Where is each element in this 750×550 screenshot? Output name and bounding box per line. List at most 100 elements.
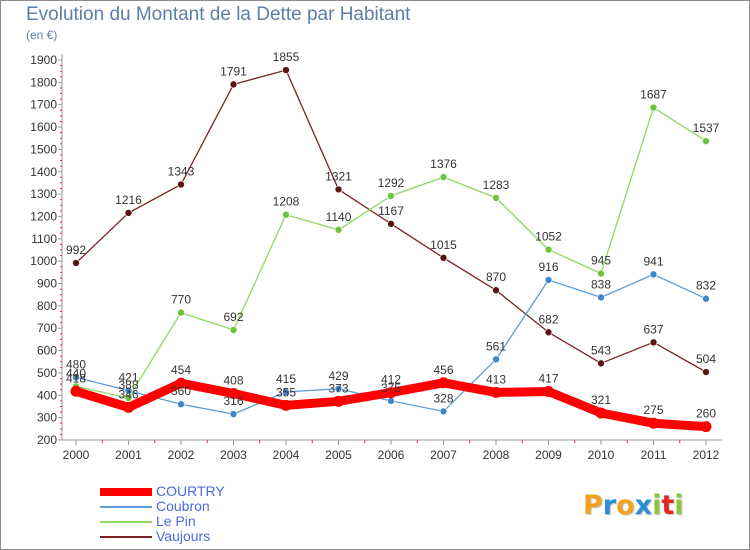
data-point-courtry [228,388,239,400]
data-point-coubron [334,385,343,393]
logo-letter: o [616,490,635,521]
data-label-coubron: 561 [486,339,506,353]
data-point-courtry [595,407,607,419]
data-label-coubron: 838 [591,277,611,291]
data-label-courtry: 275 [643,403,663,417]
data-point-coubron [387,397,395,405]
x-tick-label: 2006 [378,448,405,462]
data-label-le-pin: 692 [223,310,243,324]
data-point-courtry [490,386,502,398]
data-point-courtry [438,377,449,389]
data-label-le-pin: 1140 [326,210,352,224]
data-point-courtry [175,377,187,389]
data-point-le-pin [439,173,448,181]
data-label-courtry: 413 [486,372,506,386]
data-label-vaujours: 1343 [168,165,195,179]
data-point-le-pin [124,394,133,402]
data-point-vaujours [177,180,185,189]
data-point-coubron [72,373,80,382]
data-point-vaujours [387,220,395,228]
data-label-le-pin: 1687 [640,88,667,102]
y-tick-label: 500 [37,366,57,380]
data-point-coubron [702,294,710,303]
data-label-coubron: 429 [328,369,348,383]
data-label-courtry: 408 [223,374,243,388]
chart-data-labels: 992 1216 1343 1791 1855 1321 1167 1015 870 682 543… [66,50,720,421]
x-tick-label: 2004 [273,448,300,462]
legend-label: Coubron [156,498,210,514]
data-label-le-pin: 1537 [693,121,720,135]
data-point-courtry [543,385,554,397]
x-tick-label: 2005 [325,448,352,462]
data-label-coubron: 941 [643,254,663,268]
x-tick-label: 2011 [641,448,667,462]
data-point-le-pin [702,137,710,145]
legend-label: Le Pin [156,513,196,529]
y-tick-label: 900 [37,277,57,291]
data-label-vaujours: 1216 [115,193,142,207]
data-label-vaujours: 1167 [378,204,404,218]
data-point-courtry [385,387,397,399]
data-label-coubron: 480 [66,357,86,371]
data-point-le-pin [544,245,553,254]
legend-item-courtry: COURTRY [100,484,300,499]
data-label-courtry: 373 [328,381,348,395]
data-point-le-pin [334,226,343,234]
legend-label: COURTRY [156,483,225,499]
series-line-le-pin [75,106,707,399]
legend-item-le-pin: Le Pin [100,514,300,529]
data-label-coubron: 415 [276,372,296,386]
data-label-le-pin: 388 [118,378,138,392]
x-tick-label: 2000 [63,448,90,462]
y-tick-label: 1100 [31,232,57,246]
y-tick-label: 1400 [30,165,57,179]
data-label-le-pin: 1283 [483,178,510,192]
data-label-le-pin: 945 [591,253,611,267]
data-point-vaujours [544,328,553,337]
legend-item-vaujours: Vaujours [100,529,300,544]
data-label-coubron: 328 [433,391,453,405]
data-label-courtry: 412 [381,373,401,387]
data-point-le-pin [649,103,658,112]
legend-label: Vaujours [156,528,211,544]
data-point-le-pin [597,269,605,278]
data-label-coubron: 916 [538,260,558,274]
x-tick-label: 2003 [220,448,247,462]
data-label-vaujours: 1791 [220,64,247,78]
data-label-coubron: 421 [118,371,138,385]
legend-swatch [100,521,152,523]
x-tick-label: 2010 [588,448,615,462]
y-tick-label: 1800 [30,75,57,89]
data-point-vaujours [72,259,80,267]
logo-letter: P [583,490,603,521]
data-point-le-pin [177,308,185,317]
data-point-vaujours [282,66,290,74]
data-point-courtry [123,401,134,413]
x-tick-label: 2008 [483,448,510,462]
y-tick-label: 400 [37,388,57,402]
y-tick-label: 200 [37,433,57,447]
x-tick-label: 2002 [168,448,195,462]
data-point-courtry [700,421,712,433]
data-label-le-pin: 440 [66,366,86,380]
data-label-courtry: 355 [276,385,296,399]
data-point-coubron [649,270,658,279]
data-point-courtry [70,385,82,397]
data-label-vaujours: 1015 [430,238,457,252]
legend-swatch [100,506,152,508]
data-label-vaujours: 1321 [325,169,352,183]
legend-item-coubron: Coubron [100,499,300,514]
logo-letter: i [674,490,684,521]
data-point-coubron [229,410,238,418]
data-label-le-pin: 1052 [535,230,562,244]
data-label-le-pin: 1376 [430,157,457,171]
data-label-vaujours: 1855 [273,50,300,64]
data-label-coubron: 375 [381,381,401,395]
y-tick-label: 300 [37,411,57,425]
data-label-le-pin: 770 [171,293,191,307]
data-label-vaujours: 504 [696,352,716,366]
data-point-le-pin [282,210,290,219]
y-tick-label: 1700 [30,98,57,112]
